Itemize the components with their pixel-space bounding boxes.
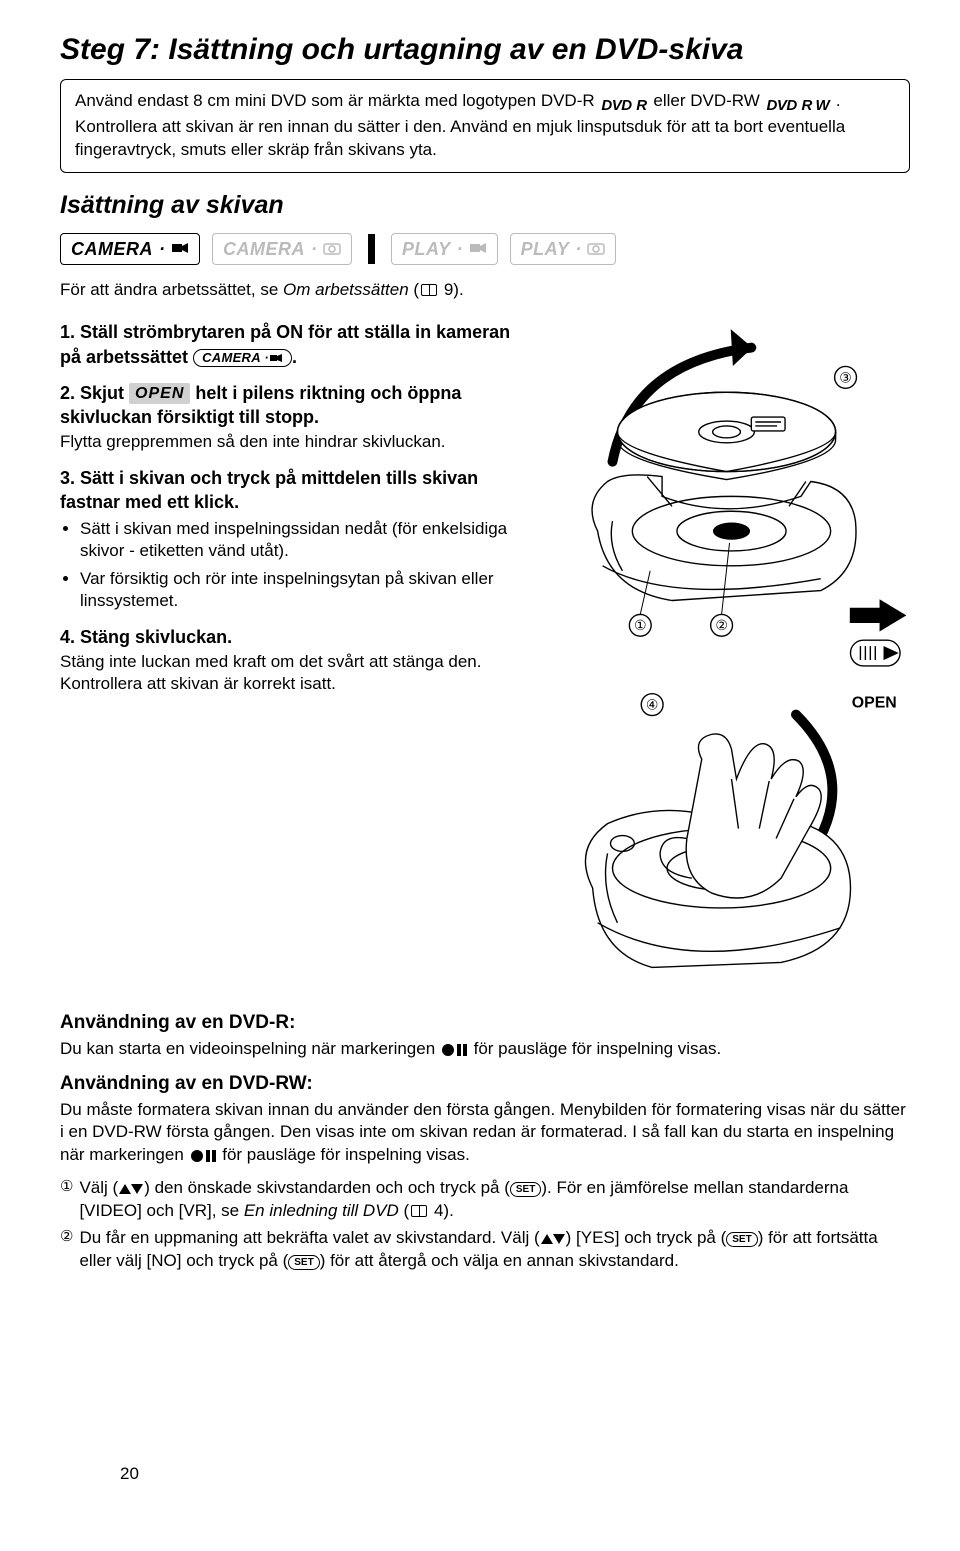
- instruction-diagram: ③ ① ② OPEN: [553, 320, 910, 1000]
- mode-camera-still: CAMERA·: [212, 233, 352, 265]
- mode-play-video: PLAY·: [391, 233, 498, 265]
- page-number: 20: [120, 1463, 139, 1486]
- still-icon: ·: [575, 237, 605, 261]
- dvdrw-steps: ① Välj () den önskade skivstandarden och…: [60, 1177, 910, 1273]
- step-2: 2. Skjut OPEN helt i pilens riktning och…: [60, 381, 533, 454]
- open-chip: OPEN: [129, 383, 190, 405]
- set-button-icon: SET: [726, 1232, 757, 1247]
- step-3-bullet-1: Sätt i skivan med inspelningssidan nedåt…: [80, 518, 533, 562]
- step-3: 3. Sätt i skivan och tryck på mittdelen …: [60, 466, 533, 613]
- book-icon: [421, 284, 437, 296]
- up-down-icon: [119, 1184, 143, 1194]
- dvd-r-logo: DVD R: [601, 94, 646, 117]
- page-title: Steg 7: Isättning och urtagning av en DV…: [60, 30, 910, 71]
- mode-play-still: PLAY·: [510, 233, 617, 265]
- video-icon: ·: [457, 237, 487, 261]
- info-text-2: eller DVD-RW: [653, 91, 759, 110]
- book-icon: [411, 1205, 427, 1217]
- svg-text:①: ①: [634, 618, 646, 634]
- step-4: 4. Stäng skivluckan. Stäng inte luckan m…: [60, 625, 533, 695]
- mode-row: CAMERA· CAMERA· PLAY· PLAY·: [60, 233, 910, 265]
- video-icon: ·: [159, 237, 189, 261]
- mode-divider: [368, 234, 375, 264]
- note-line: För att ändra arbetssättet, se Om arbets…: [60, 279, 910, 302]
- mode-camera-video: CAMERA·: [60, 233, 200, 265]
- dvdr-heading: Användning av en DVD-R:: [60, 1010, 910, 1036]
- camera-mode-chip: CAMERA ·: [193, 349, 292, 367]
- info-box: Använd endast 8 cm mini DVD som är märkt…: [60, 79, 910, 174]
- svg-text:②: ②: [715, 618, 727, 634]
- svg-text:③: ③: [839, 370, 851, 386]
- set-button-icon: SET: [288, 1255, 319, 1270]
- set-button-icon: SET: [510, 1182, 541, 1197]
- step-3-bullet-2: Var försiktig och rör inte inspelningsyt…: [80, 568, 533, 612]
- dvdrw-para: Du måste formatera skivan innan du använ…: [60, 1099, 910, 1168]
- dvdrw-step-2: ② Du får en uppmaning att bekräfta valet…: [60, 1227, 910, 1273]
- svg-text:④: ④: [646, 697, 658, 713]
- open-label: OPEN: [852, 695, 897, 712]
- info-text-1: Använd endast 8 cm mini DVD som är märkt…: [75, 91, 595, 110]
- dvdr-para: Du kan starta en videoinspelning när mar…: [60, 1038, 910, 1061]
- dvdrw-step-1: ① Välj () den önskade skivstandarden och…: [60, 1177, 910, 1223]
- still-icon: ·: [311, 237, 341, 261]
- dvd-rw-logo: DVD R W: [767, 94, 830, 117]
- record-pause-icon: [442, 1044, 467, 1056]
- steps-list: 1. Ställ strömbrytaren på ON för att stä…: [60, 320, 533, 695]
- up-down-icon: [541, 1234, 565, 1244]
- dvdrw-heading: Användning av en DVD-RW:: [60, 1071, 910, 1097]
- record-pause-icon: [191, 1150, 216, 1162]
- section-heading-insert: Isättning av skivan: [60, 189, 910, 223]
- step-1: 1. Ställ strömbrytaren på ON för att stä…: [60, 320, 533, 369]
